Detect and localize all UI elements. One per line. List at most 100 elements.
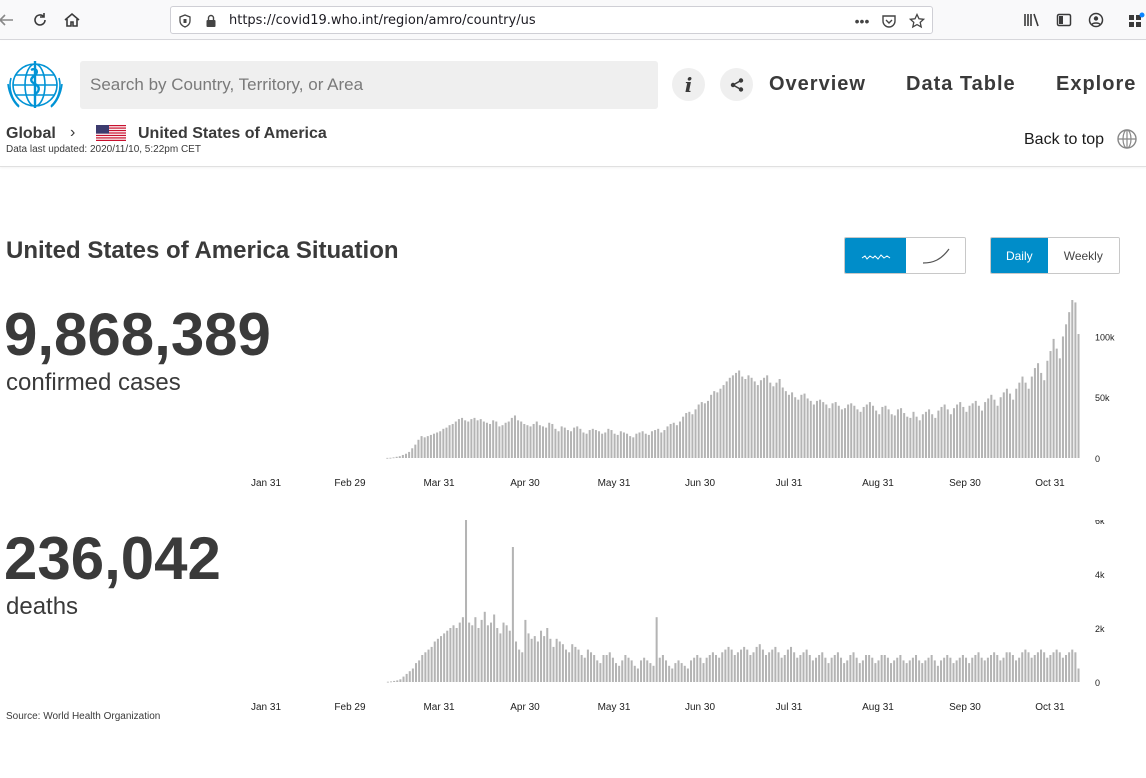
library-icon[interactable]	[1022, 10, 1042, 30]
bar	[1027, 388, 1030, 458]
share-button[interactable]	[720, 68, 753, 101]
home-icon[interactable]	[62, 10, 82, 30]
bar	[1061, 336, 1064, 458]
bar	[1043, 380, 1046, 458]
bar	[828, 408, 831, 458]
bar	[952, 408, 955, 458]
bar	[921, 414, 924, 458]
bar	[411, 448, 414, 458]
bar	[752, 652, 755, 682]
bar	[515, 641, 518, 682]
bar	[470, 419, 473, 458]
bar	[990, 394, 993, 458]
bar	[825, 404, 828, 458]
bar	[847, 404, 850, 458]
lock-icon[interactable]	[203, 13, 219, 29]
bar	[799, 655, 802, 682]
account-icon[interactable]	[1086, 10, 1106, 30]
bar	[647, 434, 650, 458]
x-tick-label: Oct 31	[1035, 702, 1065, 713]
bar	[924, 411, 927, 458]
bar	[496, 628, 499, 682]
bar	[498, 426, 501, 458]
bar	[655, 617, 658, 682]
weekly-toggle[interactable]: Weekly	[1047, 238, 1119, 273]
bar	[680, 663, 683, 682]
back-arrow-icon[interactable]	[0, 10, 16, 30]
who-logo-icon[interactable]	[6, 58, 64, 112]
bar	[912, 411, 915, 458]
breadcrumb-global[interactable]: Global	[6, 125, 56, 142]
search-input[interactable]: Search by Country, Territory, or Area	[80, 61, 658, 109]
bar	[596, 660, 599, 682]
bar	[710, 394, 713, 458]
extensions-icon[interactable]	[1126, 10, 1146, 30]
bar	[812, 404, 815, 458]
reload-icon[interactable]	[30, 10, 50, 30]
bar	[874, 663, 877, 682]
info-button[interactable]: i	[672, 68, 705, 101]
bar	[1077, 334, 1080, 458]
bar	[532, 423, 535, 458]
bar	[436, 432, 439, 458]
bar	[903, 413, 906, 458]
bar	[766, 375, 769, 458]
bar	[533, 636, 536, 682]
bar	[962, 406, 965, 458]
bar	[763, 377, 766, 458]
bar	[446, 630, 449, 682]
bar	[1005, 652, 1008, 682]
bar	[906, 416, 909, 458]
sidebar-icon[interactable]	[1054, 10, 1074, 30]
bar	[886, 657, 889, 682]
back-to-top-link[interactable]: Back to top	[1024, 131, 1105, 148]
bar	[707, 400, 710, 458]
more-icon[interactable]: •••	[854, 13, 870, 29]
bar	[1065, 324, 1068, 458]
nav-explore[interactable]: Explore	[1056, 73, 1137, 95]
url-bar[interactable]: https://covid19.who.int/region/amro/coun…	[170, 6, 933, 34]
shield-icon[interactable]	[177, 13, 193, 29]
bar	[865, 404, 868, 458]
deaths-count: 236,042	[4, 525, 221, 592]
bar	[543, 636, 546, 682]
bar	[918, 420, 921, 458]
bar	[467, 421, 470, 458]
cumulative-chart-icon[interactable]	[906, 238, 965, 273]
bar	[479, 419, 482, 458]
bar	[601, 433, 604, 458]
bar	[961, 655, 964, 682]
bar	[699, 657, 702, 682]
daily-toggle[interactable]: Daily	[991, 238, 1048, 273]
daily-chart-icon[interactable]	[845, 238, 907, 273]
bar	[796, 657, 799, 682]
bar	[649, 663, 652, 682]
bar	[636, 668, 639, 682]
bar	[390, 681, 393, 683]
cases-chart: Jan 31 Feb 29 Mar 31 Apr 30 May 31 Jun 30 Jul …	[251, 300, 1115, 489]
bar	[565, 649, 568, 682]
bar	[674, 663, 677, 682]
bar	[993, 399, 996, 458]
bar	[746, 649, 749, 682]
pocket-icon[interactable]	[880, 12, 898, 30]
globe-icon[interactable]	[1116, 128, 1138, 150]
bar	[735, 372, 738, 458]
bar	[492, 420, 495, 458]
bar	[940, 406, 943, 458]
bar	[644, 433, 647, 458]
bookmark-star-icon[interactable]	[908, 12, 926, 30]
bar	[461, 617, 464, 682]
bar	[696, 655, 699, 682]
bar	[900, 408, 903, 458]
bar	[750, 377, 753, 458]
bar	[908, 660, 911, 682]
bar	[1071, 300, 1074, 458]
nav-data-table[interactable]: Data Table	[906, 73, 1016, 95]
bar	[483, 611, 486, 682]
bar	[622, 432, 625, 458]
bar	[747, 375, 750, 458]
bar	[955, 660, 958, 682]
nav-overview[interactable]: Overview	[769, 73, 866, 95]
url-text[interactable]: https://covid19.who.int/region/amro/coun…	[229, 13, 536, 28]
